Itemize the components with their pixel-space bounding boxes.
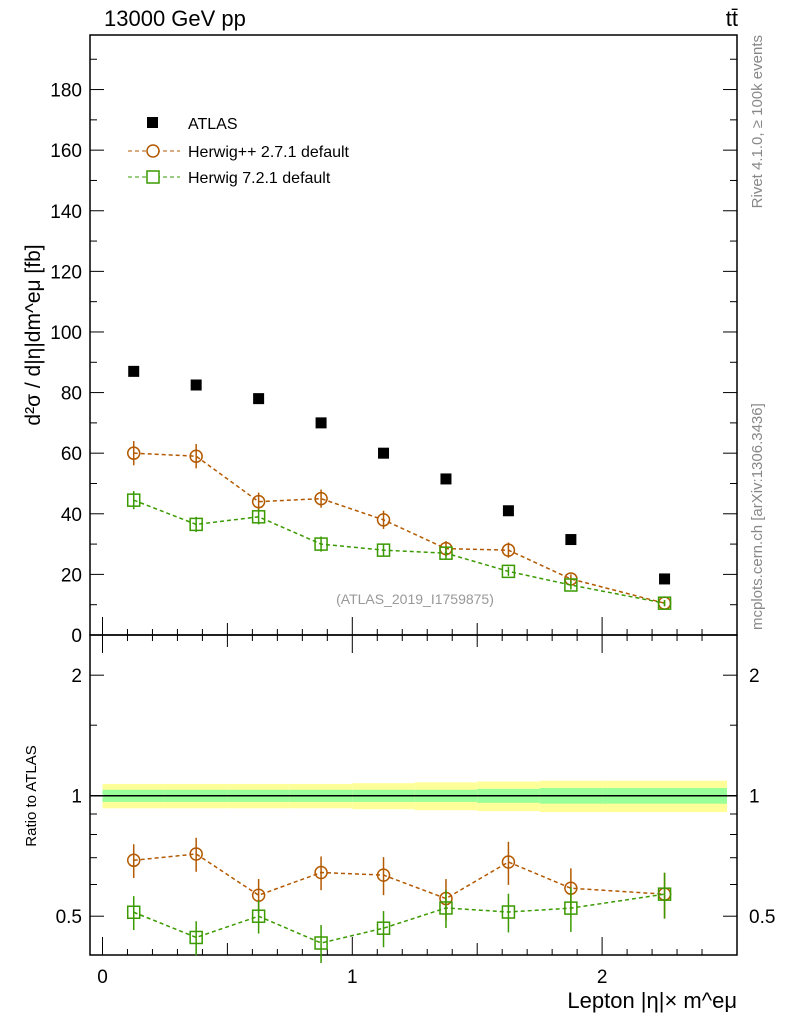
y-tick-label: 80 <box>61 384 82 405</box>
herwig7-point <box>501 564 516 579</box>
analysis-watermark: (ATLAS_2019_I1759875) <box>336 591 494 607</box>
legend: ATLAS Herwig++ 2.7.1 default Herwig 7.2.… <box>128 116 350 187</box>
herwig7-ratio-point <box>501 905 516 919</box>
herwig7-line <box>133 499 665 604</box>
herwig7-ratio-point <box>314 936 328 950</box>
herwigpp-point <box>126 446 141 460</box>
x-tick-label: 0 <box>97 967 108 988</box>
ratio-y-tick-label: 2 <box>71 666 82 687</box>
herwigpp-ratio-point <box>189 847 203 861</box>
y-axis-label: d²σ / d|η|dm^eμ [fb] <box>22 244 45 425</box>
y-tick-label: 100 <box>50 323 82 344</box>
y-tick-label: 120 <box>50 262 82 283</box>
atlas-point <box>659 573 671 585</box>
herwig7-ratio-point <box>439 901 453 915</box>
x-tick-label: 2 <box>597 967 608 988</box>
atlas-point <box>565 534 577 546</box>
herwigpp-ratio-line <box>133 853 665 900</box>
legend-atlas: ATLAS <box>188 116 238 133</box>
herwigpp-point <box>189 449 203 463</box>
herwig7-ratio-point <box>189 930 203 945</box>
legend-herwigpp-marker <box>146 144 160 158</box>
herwig7-ratio-point <box>376 921 391 935</box>
y-tick-label: 0 <box>71 626 82 647</box>
herwig7-point <box>251 510 266 524</box>
herwigpp-ratio-point <box>126 853 141 868</box>
herwigpp-ratio-point <box>314 865 328 880</box>
header-left: 13000 GeV pp <box>104 6 246 31</box>
ratio-y-tick-label-right: 1 <box>749 787 760 808</box>
herwigpp-ratio-point <box>251 888 266 902</box>
herwig7-ratio-point <box>657 887 672 901</box>
herwig7-ratio-point <box>564 901 578 915</box>
herwigpp-point <box>501 543 516 557</box>
herwig7-point <box>564 578 578 592</box>
herwigpp-point <box>376 513 391 527</box>
herwig7-point <box>376 543 391 557</box>
atlas-point <box>315 417 327 429</box>
herwigpp-point <box>251 494 266 509</box>
x-axis-label: Lepton |η|× m^eμ <box>567 988 737 1013</box>
legend-atlas-marker <box>147 117 158 128</box>
ratio-y-tick-label-right: 0.5 <box>749 907 775 928</box>
legend-herwig7-marker <box>146 170 160 184</box>
herwig7-point <box>439 546 453 560</box>
herwig7-point <box>126 493 141 507</box>
y-tick-label: 180 <box>50 81 82 102</box>
legend-herwigpp: Herwig++ 2.7.1 default <box>188 144 350 161</box>
atlas-point <box>440 473 452 485</box>
herwigpp-ratio-point <box>376 868 391 882</box>
herwig7-ratio-point <box>126 905 141 920</box>
herwigpp-point <box>314 491 328 506</box>
mcplots-label: mcplots.cern.ch [arXiv:1306.3436] <box>749 403 766 630</box>
atlas-point <box>378 447 390 459</box>
x-tick-label: 1 <box>347 967 358 988</box>
atlas-point <box>502 505 514 517</box>
ratio-y-label: Ratio to ATLAS <box>23 745 40 846</box>
y-tick-label: 160 <box>50 141 82 162</box>
y-tick-label: 40 <box>61 505 82 526</box>
header-right: tt̄ <box>726 6 738 31</box>
ratio-frame <box>89 634 738 956</box>
herwig7-point <box>314 537 328 551</box>
herwig7-point <box>189 517 203 532</box>
herwig7-ratio-line <box>133 893 665 944</box>
herwig7-ratio-point <box>251 909 266 923</box>
legend-herwig7: Herwig 7.2.1 default <box>188 170 331 187</box>
y-tick-label: 20 <box>61 565 82 586</box>
rivet-label: Rivet 4.1.0, ≥ 100k events <box>749 35 766 208</box>
y-tick-label: 60 <box>61 444 82 465</box>
herwigpp-ratio-point <box>501 855 516 869</box>
herwig7-point <box>657 596 672 610</box>
atlas-point <box>190 379 202 391</box>
atlas-point <box>128 365 140 377</box>
herwigpp-line <box>133 452 665 604</box>
ratio-y-tick-label: 1 <box>71 787 82 808</box>
atlas-point <box>253 393 265 405</box>
y-tick-label: 140 <box>50 202 82 223</box>
ratio-y-tick-label-right: 2 <box>749 666 760 687</box>
ratio-y-tick-label: 0.5 <box>56 907 82 928</box>
